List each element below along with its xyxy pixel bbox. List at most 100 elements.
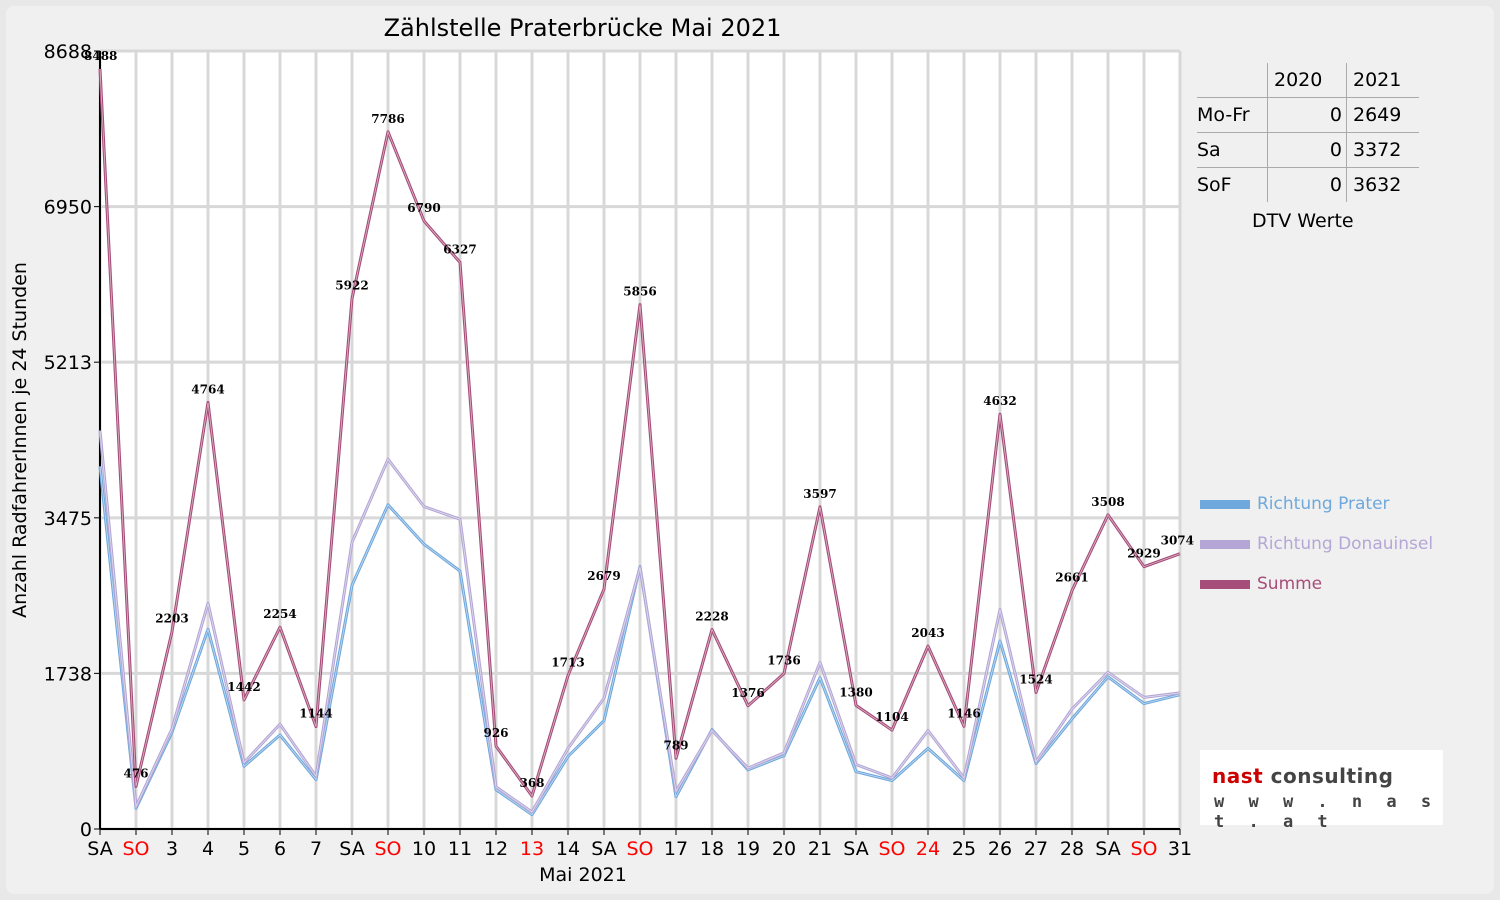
grid — [98, 49, 1182, 831]
x-tick-label: SA — [843, 838, 868, 860]
data-label: 1376 — [731, 686, 764, 700]
dtv-caption: DTV Werte — [1252, 210, 1354, 232]
x-tick-label: 31 — [1168, 838, 1192, 860]
x-tick-label: 19 — [736, 838, 760, 860]
legend-item-summe: Summe — [1200, 574, 1322, 594]
data-label: 1524 — [1019, 673, 1052, 687]
data-label: 3597 — [803, 487, 836, 501]
data-label: 1380 — [839, 685, 872, 699]
data-label: 1144 — [299, 707, 332, 721]
data-label: 8488 — [84, 49, 117, 63]
x-tick-label: 4 — [202, 838, 214, 860]
x-tick-label: SO — [122, 838, 149, 860]
x-tick-label: 5 — [238, 838, 250, 860]
dtv-header-2021: 2021 — [1346, 63, 1419, 98]
data-label: 4632 — [983, 394, 1016, 408]
data-labels: 8488 476 2203 4764 1442 2254 1144 5922 7786 6790 6… — [84, 49, 1194, 790]
data-label: 5856 — [623, 285, 656, 299]
y-axis-label: Anzahl RadfahrerInnen je 24 Stunden — [9, 262, 31, 618]
dtv-table: 2020 2021 Mo-Fr 0 2649 Sa 0 3372 SoF 0 3… — [1197, 63, 1419, 202]
data-label: 2929 — [1127, 547, 1160, 561]
data-label: 5922 — [335, 279, 368, 293]
data-label: 7786 — [371, 112, 404, 126]
dtv-row: Sa 0 3372 — [1197, 132, 1419, 168]
dtv-value-2021: 3372 — [1346, 132, 1419, 168]
dtv-row-label: Mo-Fr — [1197, 97, 1268, 133]
x-tick-label: SO — [626, 838, 653, 860]
data-label: 2661 — [1055, 571, 1088, 585]
legend-item-prater: Richtung Prater — [1200, 494, 1390, 514]
dtv-value-2021: 2649 — [1346, 97, 1419, 133]
data-label: 1442 — [227, 680, 260, 694]
x-tick-label: 27 — [1024, 838, 1048, 860]
data-label: 6790 — [407, 201, 440, 215]
y-tick-label: 3475 — [44, 508, 92, 530]
dtv-value-2020: 0 — [1267, 97, 1347, 133]
x-tick-label: SA — [591, 838, 616, 860]
x-tick-label: 3 — [166, 838, 178, 860]
x-tick-label: 21 — [808, 838, 832, 860]
y-tick-label: 5213 — [44, 352, 92, 374]
data-label: 1713 — [551, 656, 584, 670]
series-lines — [98, 68, 1181, 817]
legend-swatch — [1200, 579, 1250, 589]
dtv-value-2020: 0 — [1267, 167, 1347, 202]
x-tick-label: 25 — [952, 838, 976, 860]
data-label: 476 — [123, 766, 148, 780]
logo-brand: nast consulting — [1212, 764, 1394, 788]
tick-labels: 0 1738 3475 5213 6950 8688 SA SO 3 4 5 6 7 SA SO 10 11 12… — [44, 41, 1192, 860]
x-tick-label: SA — [339, 838, 364, 860]
x-tick-label: 20 — [772, 838, 796, 860]
legend-swatch — [1200, 539, 1250, 549]
dtv-row-label: SoF — [1197, 174, 1232, 196]
legend-label: Summe — [1257, 574, 1323, 594]
x-tick-label: 10 — [412, 838, 436, 860]
x-axis-label: Mai 2021 — [539, 864, 627, 886]
data-label: 2679 — [587, 569, 620, 583]
data-label: 789 — [663, 738, 688, 752]
data-label: 4764 — [191, 382, 224, 396]
dtv-header-2020: 2020 — [1267, 63, 1347, 98]
data-label: 2203 — [155, 612, 188, 626]
x-tick-label: 6 — [274, 838, 286, 860]
legend-label: Richtung Prater — [1257, 494, 1390, 514]
company-logo: nast consulting w w w . n a s t . a t — [1200, 750, 1443, 832]
y-tick-label: 0 — [80, 819, 92, 841]
logo-url: w w w . n a s t . a t — [1214, 792, 1439, 832]
x-tick-label: 12 — [484, 838, 508, 860]
dtv-value-2020: 0 — [1267, 132, 1347, 168]
data-label: 1146 — [947, 706, 980, 720]
dtv-header-empty — [1197, 63, 1268, 98]
data-label: 2254 — [263, 607, 296, 621]
dtv-row-label: Sa — [1197, 132, 1268, 168]
chart-title: Zählstelle Praterbrücke Mai 2021 — [383, 14, 782, 42]
x-tick-label: 14 — [556, 838, 580, 860]
x-tick-label: 11 — [448, 838, 472, 860]
legend-label: Richtung Donauinsel — [1257, 534, 1434, 554]
dtv-value-2021: 3632 — [1346, 167, 1419, 202]
y-tick-label: 6950 — [44, 197, 92, 219]
series-line-highlight — [99, 68, 1181, 797]
x-tick-label: SO — [374, 838, 401, 860]
x-tick-label: 26 — [988, 838, 1012, 860]
data-label: 926 — [483, 726, 508, 740]
data-label: 3508 — [1091, 495, 1124, 509]
x-tick-label: SA — [87, 838, 112, 860]
dtv-row: Mo-Fr 0 2649 — [1197, 97, 1419, 133]
x-tick-label: SO — [1130, 838, 1157, 860]
x-tick-label: SA — [1095, 838, 1120, 860]
x-tick-label: SO — [878, 838, 905, 860]
data-label: 1104 — [875, 710, 908, 724]
y-tick-label: 1738 — [44, 663, 92, 685]
data-label: 2043 — [911, 626, 944, 640]
x-tick-label: 24 — [916, 838, 940, 860]
x-tick-label: 13 — [520, 838, 544, 860]
data-label: 1736 — [767, 654, 800, 668]
dtv-header-row: 2020 2021 — [1197, 63, 1419, 98]
y-tick-label: 8688 — [44, 41, 92, 63]
dtv-row: SoF 0 3632 — [1197, 167, 1419, 202]
data-label: 2228 — [695, 609, 728, 623]
x-tick-label: 17 — [664, 838, 688, 860]
series-line-highlight — [99, 430, 1181, 813]
